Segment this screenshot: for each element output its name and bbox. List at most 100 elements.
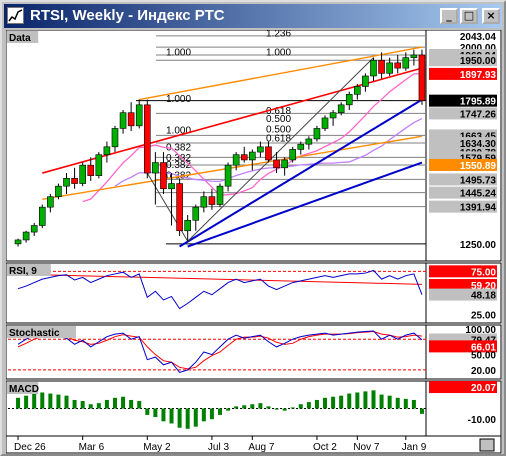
price-candle (184, 215, 191, 242)
price-candle (79, 162, 86, 187)
price-candle (410, 49, 418, 66)
price-candle (192, 204, 200, 231)
price-candle (119, 110, 127, 134)
macd-histogram-bar (104, 399, 109, 409)
price-candle (224, 162, 232, 192)
time-axis-label: Oct 2 (313, 442, 337, 453)
price-candle (240, 146, 248, 163)
price-candle (354, 83, 361, 100)
price-candle (257, 141, 264, 158)
price-candle (22, 230, 30, 243)
channel-line-orange-upper (139, 46, 423, 101)
price-candle (160, 152, 167, 195)
price-candle (87, 157, 95, 181)
price-candle (370, 57, 377, 82)
price-level-label-bg (429, 107, 497, 120)
macd-level-label: -10.00 (468, 415, 497, 426)
macd-histogram-bar (290, 407, 295, 409)
macd-histogram-bar (387, 395, 392, 409)
macd-histogram-bar (379, 394, 384, 409)
macd-histogram-bar (193, 408, 198, 427)
price-candle (47, 194, 54, 213)
stochastic-level-label: 100.00 (465, 325, 496, 336)
macd-histogram-bar (56, 394, 61, 409)
fib-ratio-label: 1.000 (166, 94, 191, 105)
macd-histogram-bar (137, 401, 142, 409)
price-pane[interactable] (6, 30, 502, 262)
price-level-label-bg (429, 137, 497, 150)
fib-ratio-label: 0.382 (166, 142, 191, 153)
stochastic-pane-title: Stochastic (9, 328, 60, 339)
time-axis-label: May 2 (143, 442, 171, 453)
chart-area[interactable]: 1.236 1.000 1.000 1.000 1.000 0.618 0.500 0.382… (6, 30, 502, 454)
channel-line-orange (42, 135, 423, 200)
macd-histogram-bar (72, 399, 77, 409)
price-level-label-bg (429, 200, 497, 213)
price-level-label-bg (429, 158, 497, 171)
price-level-label: 2043.04 (460, 32, 497, 43)
time-axis-label: Dec 26 (14, 442, 46, 453)
price-level-label: 1579.59 (460, 153, 497, 164)
macd-histogram-bar (169, 408, 174, 424)
price-level-label-bg (429, 67, 497, 80)
price-candle (95, 152, 103, 179)
rsi-level-label-bg (429, 288, 497, 301)
macd-level-label-bg (429, 381, 497, 394)
stochastic-pane[interactable] (6, 324, 502, 380)
fib-ratio-label: 0.618 (266, 134, 291, 145)
time-axis-label: Aug 7 (248, 442, 275, 453)
price-candle (168, 173, 175, 226)
price-level-label: 1550.89 (460, 161, 497, 172)
price-pane-title: Data (9, 33, 31, 44)
macd-histogram-bar (161, 408, 166, 422)
stochastic-level-label-bg (429, 340, 497, 353)
macd-histogram-bar (185, 408, 190, 429)
rsi-level-label: 48.18 (471, 291, 496, 302)
price-candle (297, 141, 305, 155)
macd-level-label: 20.07 (471, 383, 496, 394)
trendline-blue (187, 161, 423, 248)
macd-histogram-bar (112, 397, 117, 409)
stochastic-level-label: 50.00 (471, 351, 496, 362)
fib-ratio-label: 1.000 (166, 126, 191, 137)
macd-histogram-bar (371, 390, 376, 409)
fib-ratio-label: 0.500 (266, 114, 291, 125)
channel-line-red (42, 67, 423, 174)
macd-histogram-bar (177, 408, 182, 428)
time-axis-label: Jan 9 (402, 442, 427, 453)
grid-toggle-icon[interactable] (479, 438, 495, 452)
fib-ratio-label: 0.382 (166, 153, 191, 164)
price-candle (135, 99, 143, 129)
price-level-label: 1250.00 (460, 240, 497, 251)
macd-histogram-bar (242, 405, 247, 409)
macd-histogram-bar (298, 404, 303, 409)
macd-histogram-bar (121, 396, 126, 409)
price-candle (127, 102, 135, 132)
price-level-label: 1634.30 (460, 139, 497, 150)
price-candle (418, 49, 426, 105)
rsi-pane-title-bg (7, 264, 51, 276)
close-button[interactable]: × (482, 8, 500, 24)
price-candle (249, 149, 256, 171)
price-candle (345, 91, 353, 111)
fib-ratio-label: 0.500 (266, 124, 291, 135)
rsi-line (17, 269, 423, 310)
stochastic-level-label: 66.01 (471, 342, 496, 353)
price-candle (176, 178, 183, 237)
chart-app-icon (7, 7, 24, 24)
macd-histogram-bar (16, 397, 21, 409)
macd-pane-title-bg (7, 382, 39, 394)
price-candle (362, 73, 369, 92)
price-candle (111, 125, 119, 153)
macd-histogram-bar (419, 408, 424, 414)
stochastic-pane-title-bg (7, 326, 76, 338)
macd-histogram-bar (209, 408, 214, 420)
price-level-label: 1950.00 (460, 56, 497, 67)
minimize-button[interactable]: _ (440, 8, 458, 24)
macd-histogram-bar (250, 404, 255, 409)
rsi-pane[interactable] (6, 262, 502, 324)
maximize-button[interactable]: □ (460, 8, 478, 24)
title-bar[interactable]: RTSI, Weekly - Индекс РТС _ □ × (4, 4, 502, 28)
